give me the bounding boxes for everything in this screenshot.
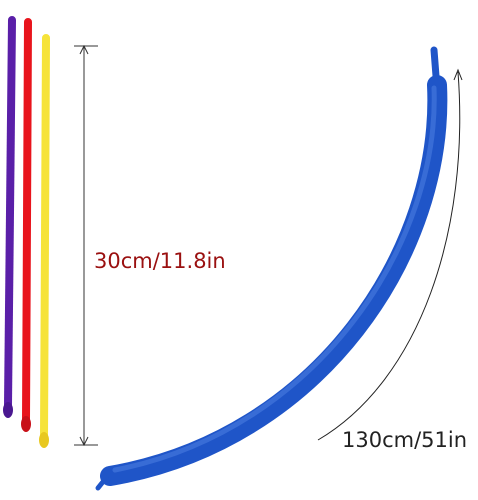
arc-arrow bbox=[453, 68, 463, 81]
uninflated-balloons bbox=[3, 16, 50, 448]
inflated-balloon bbox=[95, 46, 448, 491]
uninflated-length-label: 30cm/11.8in bbox=[94, 249, 226, 273]
dimension-line bbox=[74, 44, 98, 447]
inflated-length-label: 130cm/51in bbox=[342, 428, 467, 452]
arc-dimension bbox=[317, 71, 461, 441]
